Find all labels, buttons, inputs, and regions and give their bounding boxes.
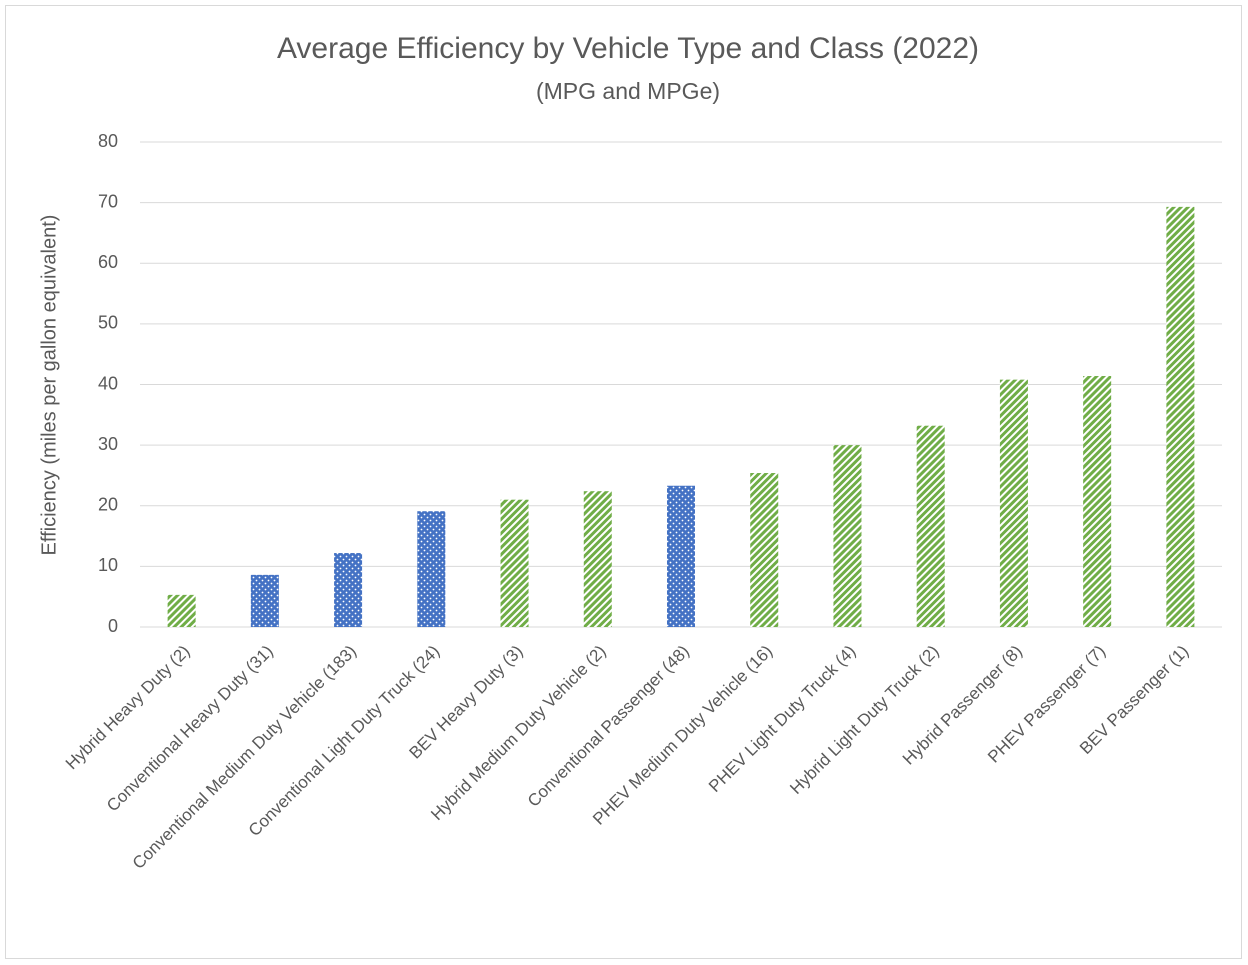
y-tick-label: 0 (108, 616, 118, 636)
bar (999, 379, 1028, 627)
y-axis-label: Efficiency (miles per gallon equivalent) (38, 215, 60, 556)
chart-title: Average Efficiency by Vehicle Type and C… (277, 32, 979, 65)
bar (1166, 206, 1195, 627)
y-tick-label: 70 (98, 191, 118, 211)
y-tick-label: 20 (98, 495, 118, 515)
y-tick-label: 50 (98, 313, 118, 333)
bar (167, 594, 196, 627)
y-tick-label: 40 (98, 373, 118, 393)
bar (1083, 376, 1112, 627)
bar (500, 499, 529, 627)
bar (833, 445, 862, 627)
bar (417, 511, 446, 627)
bar (250, 574, 279, 627)
y-tick-label: 80 (98, 131, 118, 151)
y-tick-label: 60 (98, 252, 118, 272)
chart-subtitle: (MPG and MPGe) (536, 78, 720, 104)
bar (334, 553, 363, 627)
bar (916, 425, 945, 627)
y-tick-label: 10 (98, 555, 118, 575)
bar (583, 491, 612, 627)
chart-border (5, 5, 1242, 959)
bar (667, 485, 695, 627)
bar (750, 473, 779, 627)
y-tick-label: 30 (98, 434, 118, 454)
